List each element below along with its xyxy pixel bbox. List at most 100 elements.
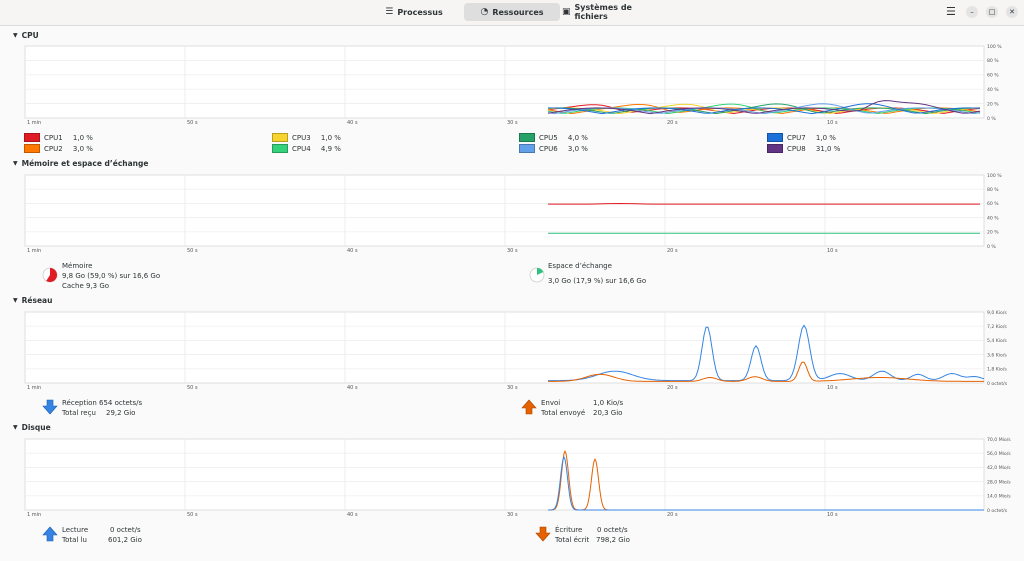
x-tick-label: 40 s [347,120,358,126]
y-tick-label: 0 octet/s [987,381,1008,387]
graph-frame [24,45,985,119]
memory-label: Mémoire [62,262,93,270]
x-tick-label: 10 s [827,385,838,391]
network-tx-value: 1,0 Kio/s [593,399,624,407]
section-disk-header[interactable]: ▼ Disque [13,423,51,432]
header-bar: ☰ Processus ◔ Ressources ▣ Systèmes de f… [0,0,1024,26]
tab-processus[interactable]: ☰ Processus [385,7,443,17]
x-tick-label: 50 s [187,248,198,254]
y-tick-label: 40 % [987,87,999,93]
x-tick-label: 50 s [187,512,198,518]
x-tick-label: 40 s [347,248,358,254]
y-tick-label: 0 % [987,116,996,122]
y-tick-label: 20 % [987,230,999,236]
cpu5-color-swatch[interactable] [519,133,535,142]
network-graph: 9,0 Kio/s 7,2 Kio/s 5,4 Kio/s 3,6 Kio/s 1,8 … [24,310,1008,391]
x-tick-label: 1 min [27,248,41,254]
x-tick-label: 10 s [827,248,838,254]
y-tick-label: 20 % [987,101,999,107]
disk-write-total: 798,2 Gio [596,536,630,544]
x-tick-label: 40 s [347,385,358,391]
y-tick-label: 100 % [987,44,1002,50]
arrow-up-icon[interactable] [42,526,58,542]
collapse-triangle-icon: ▼ [13,297,18,304]
collapse-triangle-icon: ▼ [13,160,18,167]
close-icon[interactable]: ✕ [1006,6,1018,18]
swap-pie-icon[interactable] [529,267,545,283]
maximize-icon[interactable]: □ [986,6,998,18]
x-tick-label: 20 s [667,512,678,518]
network-rx-total: 29,2 Gio [106,409,136,417]
cpu2-color-swatch[interactable] [24,144,40,153]
y-tick-label: 3,6 Kio/s [987,352,1007,358]
y-tick-label: 28,0 Mio/s [987,479,1011,485]
legend-cpu2: CPU2 3,0 % [24,144,93,153]
y-tick-label: 0 octet/s [987,508,1008,514]
graph-frame [24,438,985,511]
y-tick-label: 60 % [987,201,999,207]
cpu-series-line [547,103,981,115]
cpu-graph: 100 % 80 % 60 % 40 % 20 % 0 % 1 min 50 s 40 s 30 … [24,44,1002,126]
disk-icon: ▣ [562,7,571,17]
disk-read-total: 601,2 Gio [108,536,142,544]
x-tick-label: 20 s [667,248,678,254]
graph-frame [24,174,985,247]
x-tick-label: 30 s [507,120,518,126]
cpu-series-line [547,103,981,115]
arrow-up-icon[interactable] [521,399,537,415]
x-tick-label: 50 s [187,120,198,126]
disk-graph: 70,0 Mio/s 56,0 Mio/s 42,0 Mio/s 28,0 Mio/s… [24,437,1011,518]
section-network-header[interactable]: ▼ Réseau [13,296,53,305]
x-tick-label: 50 s [187,385,198,391]
list-icon: ☰ [385,7,394,17]
y-tick-label: 5,4 Kio/s [987,338,1007,344]
network-tx-total-label: Total envoyé [541,409,586,417]
cpu3-color-swatch[interactable] [272,133,288,142]
tab-systemes-de-fichiers[interactable]: ▣ Systèmes de fichiers [562,3,632,21]
memory-value: 9,8 Go (59,0 %) sur 16,6 Go [62,272,161,280]
x-tick-label: 10 s [827,512,838,518]
legend-cpu8: CPU8 31,0 % [767,144,840,153]
cpu1-color-swatch[interactable] [24,133,40,142]
legend-cpu5: CPU5 4,0 % [519,133,588,142]
y-tick-label: 56,0 Mio/s [987,451,1011,457]
y-tick-label: 7,2 Kio/s [987,324,1007,330]
x-tick-label: 10 s [827,120,838,126]
cpu6-color-swatch[interactable] [519,144,535,153]
x-tick-label: 30 s [507,248,518,254]
memory-pie-icon[interactable] [42,267,58,283]
legend-cpu7: CPU7 1,0 % [767,133,836,142]
arrow-down-icon[interactable] [42,399,58,415]
section-memory-header[interactable]: ▼ Mémoire et espace d’échange [13,159,149,168]
y-tick-label: 1,8 Kio/s [987,367,1007,373]
y-tick-label: 14,0 Mio/s [987,494,1011,500]
swap-label: Espace d’échange [548,262,612,270]
disk-write-value: 0 octet/s [597,526,628,534]
hamburger-menu-icon[interactable]: ☰ [946,5,956,18]
disk-write-label: Écriture [555,526,583,534]
x-tick-label: 40 s [347,512,358,518]
cpu8-color-swatch[interactable] [767,144,783,153]
y-tick-label: 80 % [987,187,999,193]
network-rx-value: 654 octets/s [99,399,143,407]
arrow-down-icon[interactable] [535,526,551,542]
y-tick-label: 42,0 Mio/s [987,465,1011,471]
cpu4-color-swatch[interactable] [272,144,288,153]
y-tick-label: 40 % [987,215,999,221]
graph-frame [24,311,985,384]
x-tick-label: 20 s [667,385,678,391]
disk-read-total-label: Total lu [62,536,87,544]
tab-ressources[interactable]: ◔ Ressources [464,3,560,21]
cpu7-color-swatch[interactable] [767,133,783,142]
x-tick-label: 30 s [507,385,518,391]
y-tick-label: 80 % [987,58,999,64]
disk-write-total-label: Total écrit [555,536,590,544]
legend-cpu4: CPU4 4,9 % [272,144,341,153]
disk-read-label: Lecture [62,526,89,534]
memory-graph: 100 % 80 % 60 % 40 % 20 % 0 % 1 min 50 s 40 s 30 … [24,173,1002,254]
x-tick-label: 20 s [667,120,678,126]
section-cpu-header[interactable]: ▼ CPU [13,31,39,40]
legend-cpu3: CPU3 1,0 % [272,133,341,142]
network-tx-label: Envoi [541,399,561,407]
minimize-icon[interactable]: – [966,6,978,18]
